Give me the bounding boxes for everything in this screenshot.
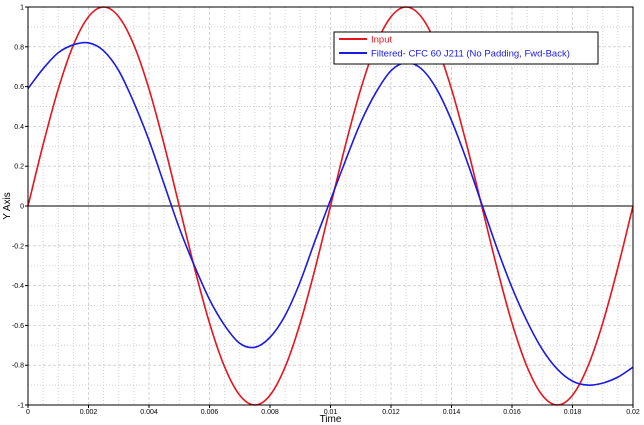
y-tick-label: 0.2 (14, 164, 24, 171)
y-axis-label: Y Axis (2, 192, 13, 220)
y-tick-label: -0.8 (12, 363, 24, 370)
x-tick-label: 0.016 (503, 409, 521, 416)
legend-label: Filtered- CFC 60 J211 (No Padding, Fwd-B… (371, 49, 570, 60)
legend-label: Input (371, 35, 392, 46)
x-axis-label: Time (320, 414, 342, 425)
y-tick-labels: -1 -0.8 -0.6 -0.4 -0.2 0 0.2 0.4 0.6 0.8 1 (12, 5, 28, 410)
x-tick-label: 0.004 (140, 409, 158, 416)
x-tick-label: 0.018 (564, 409, 582, 416)
x-tick-labels: 0 0.002 0.004 0.006 0.008 0.01 0.012 0.014 0.016… (26, 405, 640, 416)
y-tick-label: -1 (18, 403, 24, 410)
x-tick-label: 0.014 (443, 409, 461, 416)
y-tick-label: -0.4 (12, 283, 24, 290)
x-tick-label: 0.008 (261, 409, 279, 416)
x-tick-label: 0.01 (324, 409, 338, 416)
y-tick-label: 0 (20, 204, 24, 211)
legend: Input Filtered- CFC 60 J211 (No Padding, … (333, 31, 599, 65)
series-line-1 (27, 6, 634, 406)
y-tick-label: 0.8 (14, 44, 24, 51)
y-tick-label: -0.2 (12, 243, 24, 250)
series-line-2 (27, 41, 634, 386)
x-tick-label: 0.012 (382, 409, 400, 416)
x-tick-label: 0.006 (201, 409, 219, 416)
y-tick-label: 0.4 (14, 124, 24, 131)
x-tick-label: 0.002 (80, 409, 98, 416)
x-tick-label: 0 (26, 409, 30, 416)
y-tick-label: -0.6 (12, 323, 24, 330)
y-tick-label: 0.6 (14, 84, 24, 91)
x-tick-label: 0.02 (626, 409, 640, 416)
legend-box (333, 31, 599, 65)
y-tick-label: 1 (20, 5, 24, 12)
series-lines (27, 6, 634, 406)
